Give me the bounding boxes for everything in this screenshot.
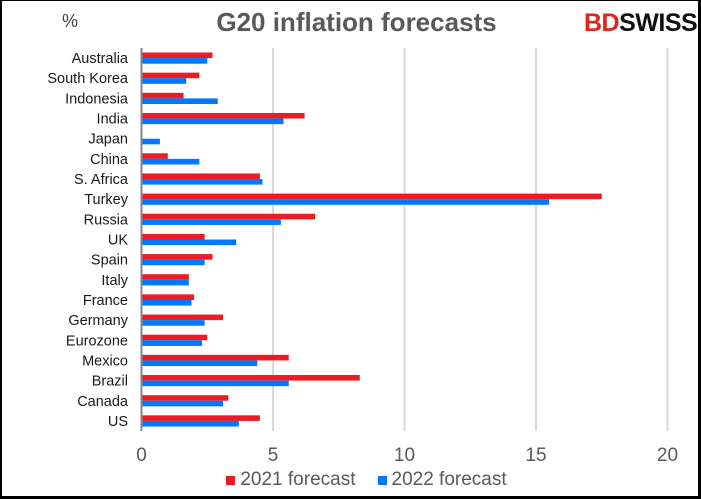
category-label: Eurozone (66, 333, 128, 349)
bar-2021-india (141, 112, 305, 119)
bar-2021-canada (141, 395, 229, 401)
bar-2021-us (141, 415, 260, 421)
bar-2022-canada (141, 400, 224, 407)
category-label: China (90, 152, 129, 168)
chart-title: G20 inflation forecasts (216, 7, 497, 37)
bar-2022-spain (141, 259, 205, 266)
legend-item-2021: 2021 forecast (226, 469, 356, 491)
category-label: India (97, 112, 129, 128)
bar-2022-uk (141, 239, 237, 246)
bar-2022-south-korea (141, 78, 187, 84)
unit-label: % (62, 11, 79, 31)
category-label: Brazil (92, 374, 128, 390)
bar-2022-mexico (141, 360, 258, 367)
bar-2022-russia (141, 219, 281, 225)
x-tick-label: 5 (268, 445, 279, 466)
legend-label-2021: 2021 forecast (240, 469, 356, 490)
category-label: Spain (91, 253, 128, 269)
category-label: Italy (101, 273, 128, 289)
bar-2021-uk (141, 233, 205, 240)
category-label: Indonesia (65, 91, 129, 107)
bar-2021-mexico (141, 354, 289, 361)
category-label: Turkey (84, 192, 129, 208)
bar-2021-indonesia (141, 92, 184, 99)
x-tick-label: 0 (136, 445, 147, 466)
bar-2022-italy (141, 279, 189, 286)
bar-2021-germany (141, 314, 224, 321)
bar-2021-south-korea (141, 72, 200, 79)
bar-2021-italy (141, 274, 189, 280)
bar-2021-china (141, 153, 168, 159)
category-label: Japan (88, 132, 128, 148)
bar-2021-russia (141, 213, 316, 220)
x-tick-label: 10 (394, 445, 415, 466)
legend-swatch-2021 (226, 475, 236, 485)
bar-2022-france (141, 299, 192, 306)
bar-2022-brazil (141, 380, 289, 387)
x-tick-label: 20 (657, 445, 678, 466)
legend-label-2022: 2022 forecast (391, 469, 507, 490)
bar-2022-s-africa (141, 179, 263, 185)
category-label: France (83, 293, 128, 309)
bar-2022-india (141, 118, 284, 125)
chart-legend: 2021 forecast 2022 forecast (2, 469, 698, 491)
bar-2022-japan (141, 138, 160, 145)
bar-2021-spain (141, 254, 213, 260)
legend-swatch-2022 (377, 475, 387, 485)
legend-item-2022: 2022 forecast (377, 469, 507, 491)
bar-2021-s-africa (141, 173, 260, 180)
category-label: S. Africa (74, 172, 129, 188)
bar-2021-brazil (141, 375, 360, 381)
brand-logo-swiss: SWISS (619, 9, 698, 37)
bar-2021-eurozone (141, 334, 208, 341)
bar-2022-indonesia (141, 98, 218, 104)
x-tick-label: 15 (525, 445, 546, 466)
bar-2022-china (141, 158, 200, 165)
bar-2021-france (141, 294, 195, 300)
brand-logo-bd: BD (584, 9, 620, 37)
category-label: Australia (72, 51, 129, 67)
bar-2022-eurozone (141, 340, 202, 346)
bar-2022-turkey (141, 199, 550, 205)
category-label: UK (108, 233, 128, 249)
category-label: Russia (84, 212, 129, 228)
category-label: US (108, 414, 128, 430)
category-label: Canada (77, 394, 129, 410)
bar-2022-germany (141, 320, 205, 326)
bar-2021-australia (141, 52, 213, 59)
category-label: Germany (68, 313, 128, 329)
bar-2022-us (141, 420, 239, 427)
category-label: South Korea (47, 71, 129, 87)
bar-2022-australia (141, 58, 208, 64)
bar-2021-turkey (141, 193, 602, 200)
brand-logo: BD SWISS (584, 9, 698, 38)
category-label: Mexico (82, 353, 128, 369)
